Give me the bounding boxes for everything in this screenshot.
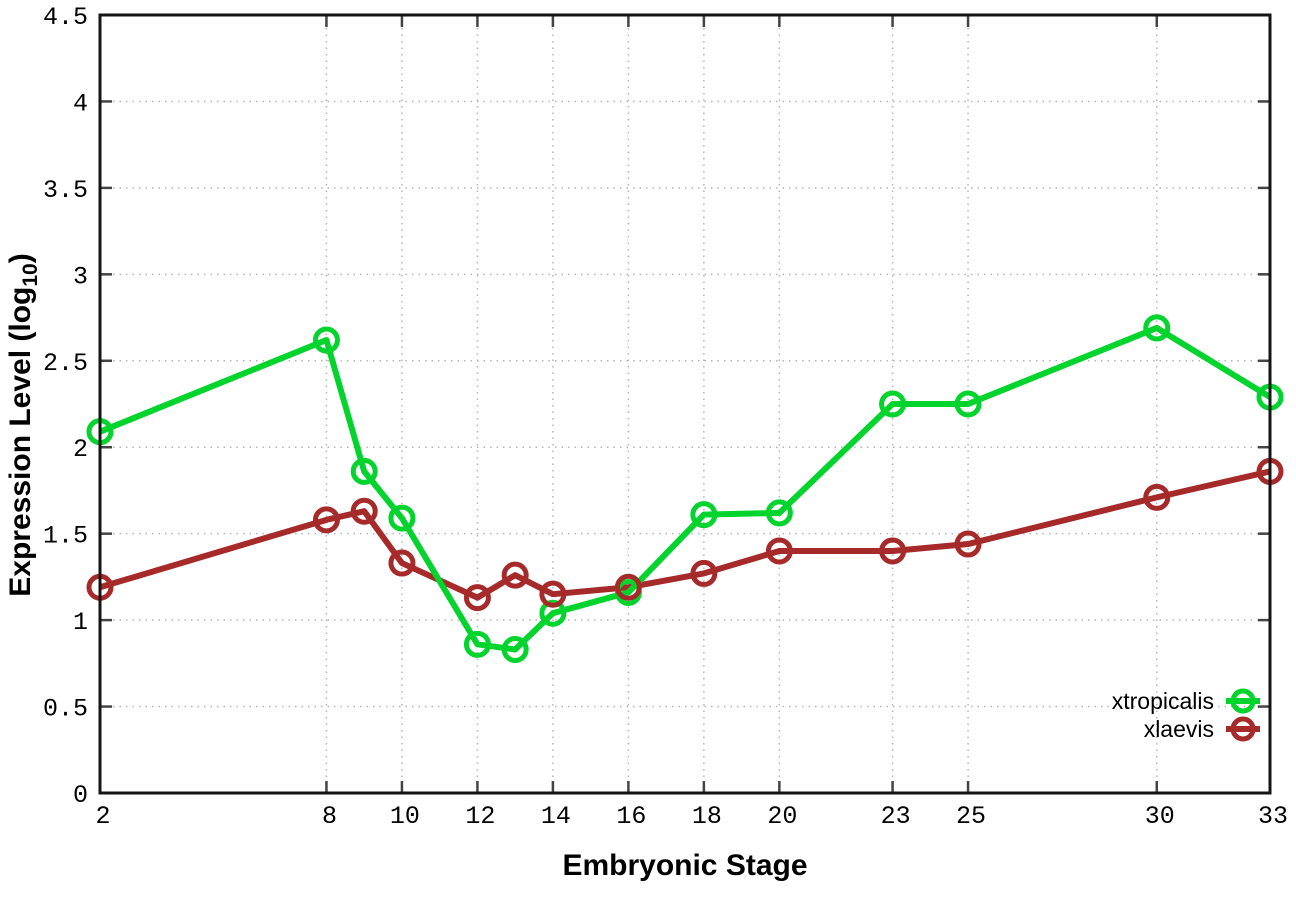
y-tick-label: 3.5 — [43, 176, 88, 205]
data-point-xlaevis-10 — [388, 549, 416, 577]
x-tick-label: 25 — [956, 802, 986, 831]
legend-label-xlaevis: xlaevis — [1144, 716, 1214, 742]
plot-border — [98, 13, 1272, 795]
data-point-xlaevis-8 — [312, 506, 340, 534]
x-tick-label: 8 — [322, 802, 337, 831]
data-point-xtropicalis-13 — [501, 636, 529, 664]
y-tick-label: 2.5 — [43, 349, 88, 378]
x-tick-label: 33 — [1258, 802, 1288, 831]
data-point-xtropicalis-10 — [388, 504, 416, 532]
x-tick-label: 18 — [692, 802, 722, 831]
x-tick-label: 23 — [881, 802, 911, 831]
y-tick-label: 0 — [73, 781, 88, 810]
data-point-xtropicalis-14 — [539, 599, 567, 627]
data-point-xtropicalis-23 — [879, 390, 907, 418]
data-point-xtropicalis-18 — [690, 501, 718, 529]
data-point-xtropicalis-8 — [312, 326, 340, 354]
x-tick-label: 14 — [541, 802, 571, 831]
x-axis-label: Embryonic Stage — [562, 849, 807, 882]
x-tick-label: 20 — [767, 802, 797, 831]
y-tick-label: 4.5 — [43, 3, 88, 32]
legend-marker-xlaevis-icon — [1230, 716, 1256, 742]
data-point-xlaevis-16 — [614, 573, 642, 601]
data-point-xlaevis-25 — [954, 530, 982, 558]
data-point-xtropicalis-12 — [463, 630, 491, 658]
y-tick-label: 2 — [73, 435, 88, 464]
y-tick-label: 3 — [73, 262, 88, 291]
x-tick-label: 10 — [390, 802, 420, 831]
data-point-xlaevis-30 — [1143, 483, 1171, 511]
y-axis-label: Expression Level (log10) — [4, 253, 42, 596]
legend-label-xtropicalis: xtropicalis — [1112, 688, 1214, 714]
data-point-xtropicalis-9 — [350, 457, 378, 485]
x-tick-label: 16 — [616, 802, 646, 831]
data-point-xlaevis-12 — [463, 584, 491, 612]
x-tick-label: 12 — [465, 802, 495, 831]
data-point-xlaevis-18 — [690, 559, 718, 587]
data-point-xtropicalis-30 — [1143, 314, 1171, 342]
data-point-xlaevis-13 — [501, 561, 529, 589]
x-tick-label: 30 — [1145, 802, 1175, 831]
legend-marker-xtropicalis-icon — [1230, 688, 1256, 714]
y-tick-label: 1.5 — [43, 522, 88, 551]
y-tick-label: 4 — [73, 89, 88, 118]
data-point-xtropicalis-20 — [765, 499, 793, 527]
data-point-xlaevis-14 — [539, 580, 567, 608]
x-tick-label: 2 — [95, 802, 110, 831]
data-point-xlaevis-20 — [765, 537, 793, 565]
y-tick-label: 1 — [73, 608, 88, 637]
y-tick-label: 0.5 — [43, 695, 88, 724]
data-point-xtropicalis-25 — [954, 390, 982, 418]
data-point-xlaevis-9 — [350, 497, 378, 525]
data-point-xlaevis-23 — [879, 537, 907, 565]
